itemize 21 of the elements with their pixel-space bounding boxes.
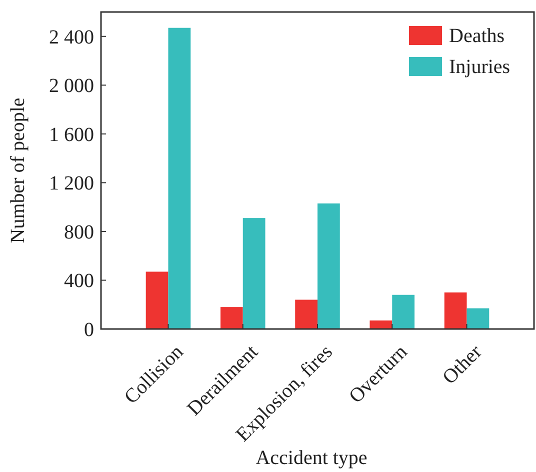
bar xyxy=(392,294,415,329)
y-tick-label: 400 xyxy=(64,270,94,292)
bar xyxy=(466,308,490,329)
x-axis-title: Accident type xyxy=(256,447,368,469)
bar xyxy=(444,292,467,329)
bar xyxy=(318,203,340,329)
bar xyxy=(242,218,266,329)
legend-label: Injuries xyxy=(449,56,510,78)
y-tick-label: 1 200 xyxy=(49,172,94,195)
bar xyxy=(295,300,318,329)
bar xyxy=(370,320,392,329)
y-axis-title: Number of people xyxy=(7,98,29,244)
bar xyxy=(168,28,191,329)
y-tick-label: 2 400 xyxy=(49,26,94,48)
y-tick-label: 2 000 xyxy=(49,75,94,98)
y-tick-label: 1 600 xyxy=(49,124,94,146)
y-tick-label: 800 xyxy=(64,221,94,244)
bar xyxy=(220,307,243,329)
bar xyxy=(146,272,168,329)
y-tick-label: 0 xyxy=(84,319,94,341)
legend-label: Deaths xyxy=(449,25,505,47)
